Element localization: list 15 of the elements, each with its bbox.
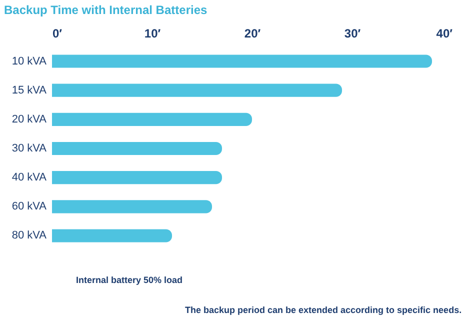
x-tick-label: 40′ [436, 26, 453, 40]
x-tick-label: 10′ [144, 26, 161, 40]
x-tick-label: 20′ [244, 26, 261, 40]
text: The backup period can be extended according to specific needs. [185, 305, 462, 315]
y-tick-label: 40 kVA [12, 172, 48, 184]
y-tick-label: 80 kVA [12, 230, 48, 242]
y-tick-label: 10 kVA [12, 55, 48, 68]
y-tick-label: 15 kVA [12, 84, 48, 96]
y-tick-label: 30 kVA [12, 142, 48, 154]
y-tick-label: 20 kVA [12, 113, 48, 126]
chart-title: Backup Time with Internal Batteries [4, 3, 208, 17]
text: Internal battery 50% load [76, 275, 183, 285]
y-tick-label: 60 kVA [12, 200, 48, 213]
x-tick-label: 30′ [344, 26, 361, 40]
x-tick-label: 0′ [52, 26, 62, 40]
